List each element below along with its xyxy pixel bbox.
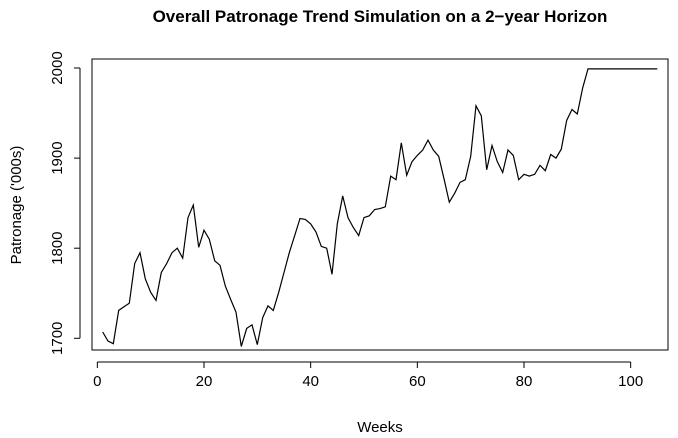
x-axis: 0 20 40 60 80 100 <box>93 361 643 390</box>
x-axis-label: Weeks <box>357 419 403 436</box>
y-tick-label: 1900 <box>49 141 66 174</box>
x-tick-label: 100 <box>618 373 643 390</box>
chart-title: Overall Patronage Trend Simulation on a … <box>153 7 608 26</box>
x-tick-label: 0 <box>93 373 101 390</box>
x-tick-label: 80 <box>516 373 533 390</box>
y-tick-label: 2000 <box>49 51 66 84</box>
y-tick-label: 1800 <box>49 232 66 265</box>
y-tick-label: 1700 <box>49 322 66 355</box>
plot-frame <box>91 58 669 351</box>
y-axis-label: Patronage ('000s) <box>8 146 25 265</box>
x-tick-label: 20 <box>196 373 213 390</box>
series-line <box>102 68 658 347</box>
y-axis: 1700 1800 1900 2000 <box>49 51 81 355</box>
x-tick-label: 60 <box>409 373 426 390</box>
x-tick-label: 40 <box>302 373 319 390</box>
